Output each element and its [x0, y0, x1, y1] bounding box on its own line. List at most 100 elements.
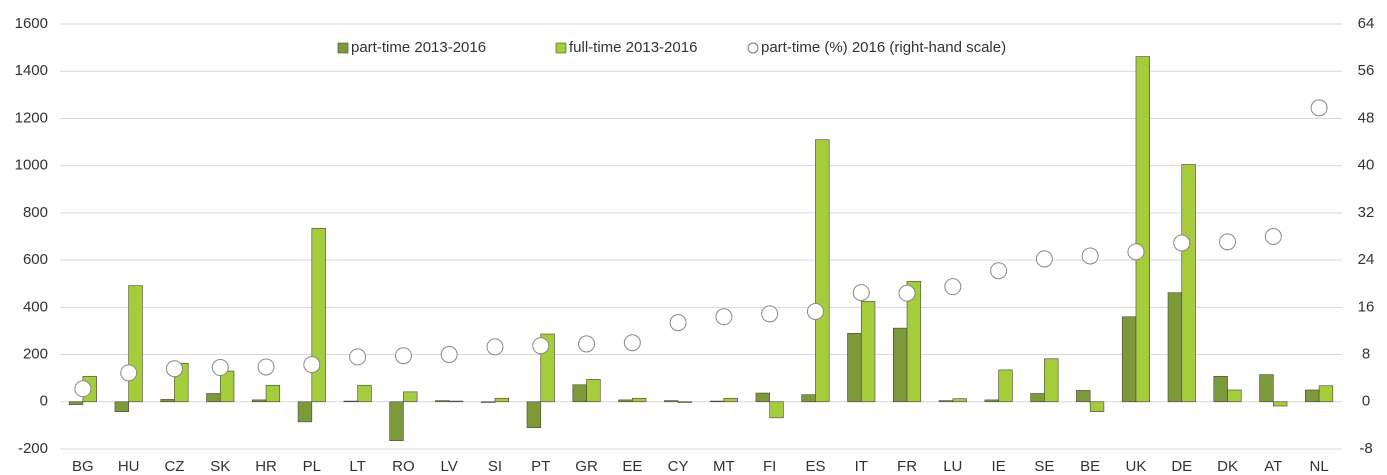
bar — [906, 281, 922, 403]
x-tick-label: UK — [1126, 458, 1147, 475]
bar — [1259, 374, 1274, 403]
bar — [1030, 393, 1045, 403]
point — [1035, 250, 1053, 268]
bar — [435, 400, 450, 403]
bar — [677, 401, 693, 403]
y-tick-label: 1400 — [15, 62, 48, 79]
x-tick-label: GR — [575, 458, 598, 475]
y-tick-label: 1000 — [15, 157, 48, 174]
y-tick-label: 600 — [23, 251, 48, 268]
y2-tick-label: 0 — [1362, 393, 1370, 410]
bar — [114, 401, 129, 412]
x-tick-label: LU — [943, 458, 962, 475]
bar — [389, 401, 404, 442]
bar — [586, 379, 601, 403]
bar — [769, 401, 784, 419]
y2-tick-label: 16 — [1358, 298, 1375, 315]
bar — [938, 400, 954, 403]
y-tick-label: 1600 — [15, 15, 48, 32]
bar — [1089, 401, 1105, 412]
y-tick-label: 200 — [23, 346, 48, 363]
point — [440, 346, 458, 364]
y-tick-label: 400 — [23, 298, 48, 315]
y2-tick-label: 24 — [1358, 251, 1375, 268]
bar — [160, 399, 175, 403]
x-tick-label: BE — [1080, 458, 1100, 475]
point — [578, 335, 596, 353]
bar — [1181, 164, 1196, 403]
bar — [297, 401, 313, 423]
bar — [860, 301, 876, 403]
y-tick-label: 800 — [23, 204, 48, 221]
y2-tick-label: 8 — [1362, 346, 1370, 363]
x-tick-label: SE — [1034, 458, 1054, 475]
x-tick-label: IE — [992, 458, 1006, 475]
point — [1219, 233, 1237, 251]
point — [165, 360, 183, 378]
legend-swatch — [555, 42, 567, 54]
x-tick-label: EE — [622, 458, 642, 475]
bar — [952, 398, 967, 403]
y2-tick-label: 32 — [1358, 204, 1375, 221]
point — [898, 284, 916, 302]
y2-tick-label: 48 — [1358, 109, 1375, 126]
bar — [448, 400, 464, 403]
bar — [572, 384, 587, 403]
x-tick-label: ES — [805, 458, 825, 475]
bar — [1135, 56, 1150, 403]
point — [257, 358, 275, 376]
bar — [1076, 390, 1091, 403]
bar — [723, 397, 738, 403]
bar — [1167, 292, 1183, 403]
bar — [892, 327, 908, 403]
x-tick-label: PT — [531, 458, 550, 475]
point — [486, 338, 504, 356]
x-tick-label: LT — [349, 458, 365, 475]
x-tick-label: CY — [668, 458, 689, 475]
x-tick-label: NL — [1310, 458, 1329, 475]
x-tick-label: FR — [897, 458, 917, 475]
bar — [206, 393, 221, 403]
x-tick-label: DK — [1217, 458, 1238, 475]
x-tick-label: PL — [303, 458, 321, 475]
x-tick-label: FI — [763, 458, 776, 475]
point — [349, 348, 367, 366]
bar — [1227, 389, 1242, 403]
y-tick-label: 0 — [40, 393, 48, 410]
y-tick-label: 1200 — [15, 109, 48, 126]
y-tick-label: -200 — [18, 440, 48, 457]
bar — [1213, 375, 1228, 403]
bar — [1318, 385, 1334, 403]
x-tick-label: AT — [1264, 458, 1282, 475]
bar — [1121, 316, 1137, 403]
x-tick-label: SI — [488, 458, 502, 475]
bar — [618, 399, 633, 403]
x-tick-label: MT — [713, 458, 735, 475]
x-tick-label: IT — [855, 458, 868, 475]
bar — [494, 397, 510, 403]
legend-label: part-time (%) 2016 (right-hand scale) — [761, 39, 1006, 56]
bar — [755, 392, 770, 403]
legend-label: full-time 2013-2016 — [569, 39, 697, 56]
point — [852, 284, 870, 302]
bar — [343, 400, 358, 403]
point — [623, 334, 641, 352]
bar — [998, 369, 1013, 403]
legend-label: part-time 2013-2016 — [351, 39, 486, 56]
y2-tick-label: -8 — [1359, 440, 1372, 457]
point — [1127, 243, 1145, 261]
y2-tick-label: 64 — [1358, 15, 1375, 32]
bar — [984, 399, 999, 403]
x-tick-label: SK — [210, 458, 230, 475]
y2-tick-label: 40 — [1358, 157, 1375, 174]
legend-swatch — [337, 42, 349, 54]
bar — [68, 401, 84, 405]
point — [1081, 247, 1099, 265]
x-tick-label: LV — [441, 458, 458, 475]
point — [1173, 234, 1191, 252]
point — [211, 359, 229, 377]
bar — [1273, 401, 1288, 407]
bar — [128, 285, 143, 403]
point — [669, 314, 687, 332]
